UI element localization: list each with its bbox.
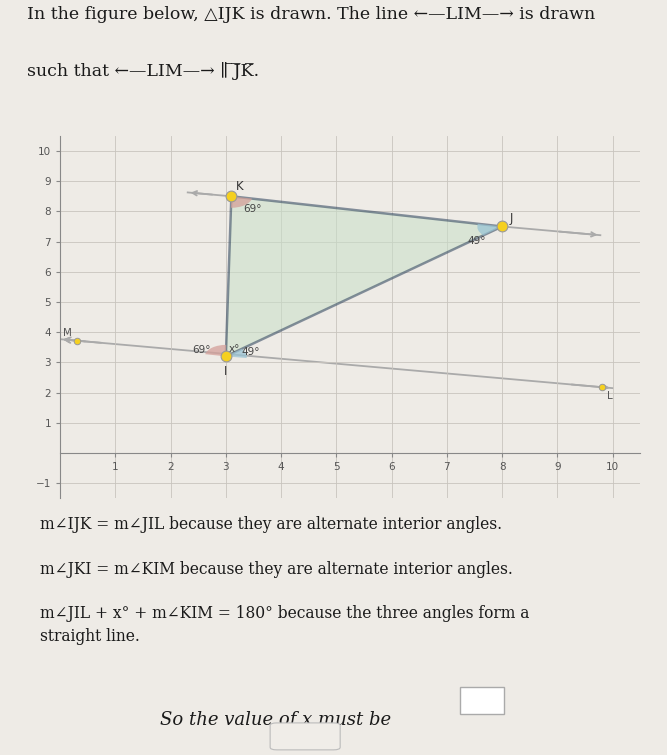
Point	[221, 350, 231, 362]
Point	[497, 220, 508, 233]
Text: 69°: 69°	[243, 204, 262, 214]
Wedge shape	[231, 196, 252, 208]
Text: In the figure below, △​IJK is drawn. The line ←—LIM—→ is drawn: In the figure below, △​IJK is drawn. The…	[27, 7, 595, 23]
Text: m∠JKI = m∠KIM because they are alternate interior angles.: m∠JKI = m∠KIM because they are alternate…	[40, 560, 513, 578]
Text: L: L	[607, 391, 613, 401]
Text: straight line.: straight line.	[40, 628, 140, 645]
Text: m∠IJK = m∠JIL because they are alternate interior angles.: m∠IJK = m∠JIL because they are alternate…	[40, 516, 502, 533]
Text: such that ←—LIM—→ ∥ ̅J̅K̅.: such that ←—LIM—→ ∥ ̅J̅K̅.	[27, 62, 259, 79]
Wedge shape	[478, 223, 502, 236]
Text: m∠JIL + x° + m∠KIM = 180° because the three angles form a: m∠JIL + x° + m∠KIM = 180° because the th…	[40, 605, 530, 622]
FancyBboxPatch shape	[270, 723, 340, 750]
Text: I: I	[224, 365, 227, 378]
Text: 49°: 49°	[468, 236, 486, 246]
Text: 49°: 49°	[241, 347, 260, 357]
Point	[71, 334, 82, 347]
Text: So the value of ​x​ must be: So the value of ​x​ must be	[160, 711, 392, 729]
Wedge shape	[226, 349, 247, 358]
Text: try: try	[296, 730, 315, 743]
Point	[596, 381, 607, 393]
Text: 69°: 69°	[193, 345, 211, 355]
Text: J: J	[510, 212, 513, 225]
Text: M: M	[63, 328, 72, 338]
Text: K: K	[235, 180, 243, 193]
Text: x°: x°	[229, 344, 241, 354]
Point	[226, 190, 237, 202]
Polygon shape	[226, 196, 502, 356]
Wedge shape	[205, 345, 226, 356]
FancyBboxPatch shape	[460, 687, 504, 714]
